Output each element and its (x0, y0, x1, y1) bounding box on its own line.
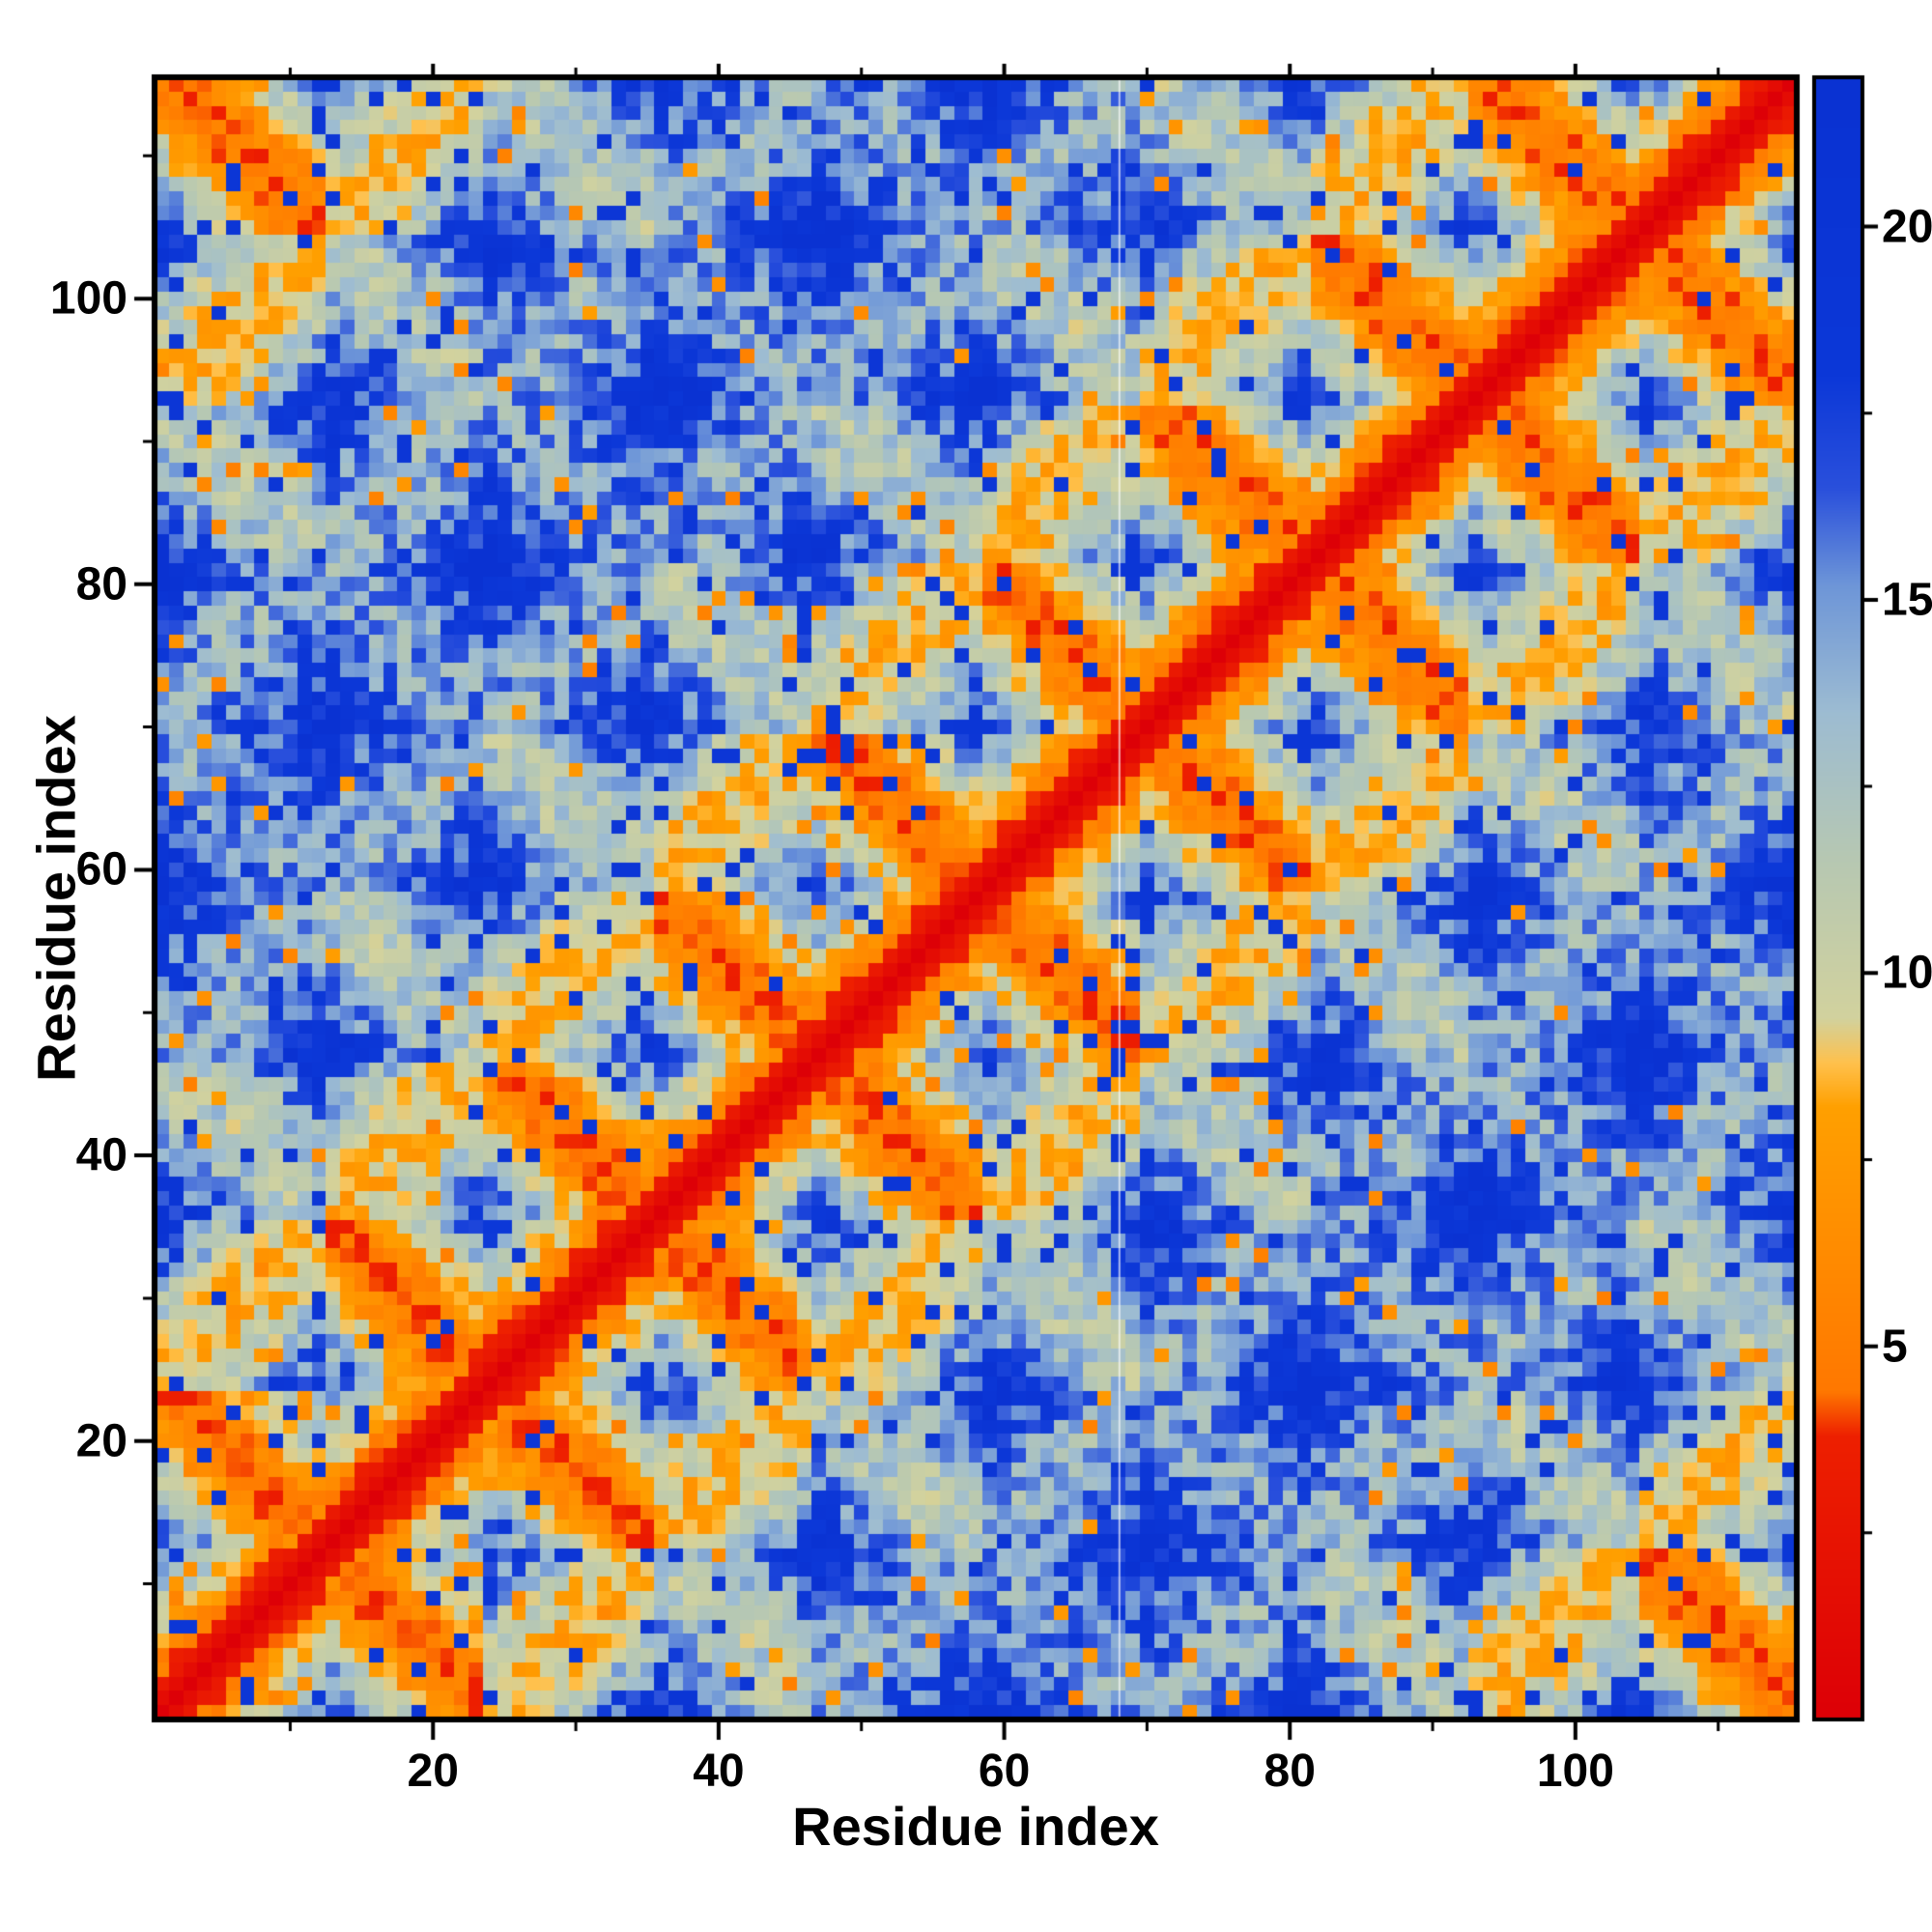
x-axis-tick-label: 20 (407, 1746, 459, 1797)
y-axis-tick-label: 40 (75, 1129, 128, 1181)
y-axis-label: Residue index (25, 715, 87, 1082)
x-axis-tick-label: 80 (1264, 1746, 1316, 1797)
y-axis-tick-label: 60 (75, 843, 128, 895)
colorbar-tick-label: 10 (1882, 947, 1932, 999)
x-axis-tick-label: 100 (1536, 1746, 1614, 1797)
colorbar-tick-label: 20 (1882, 201, 1932, 253)
x-axis-tick-label: 60 (978, 1746, 1031, 1797)
y-axis-tick-label: 20 (75, 1415, 128, 1467)
y-axis-tick-label: 80 (75, 558, 128, 611)
colorbar-tick-label: 15 (1882, 574, 1932, 626)
colorbar-tick-label: 5 (1882, 1321, 1908, 1373)
x-axis-tick-label: 40 (693, 1746, 745, 1797)
x-axis-label: Residue index (792, 1796, 1159, 1857)
y-axis-tick-label: 100 (49, 272, 128, 325)
